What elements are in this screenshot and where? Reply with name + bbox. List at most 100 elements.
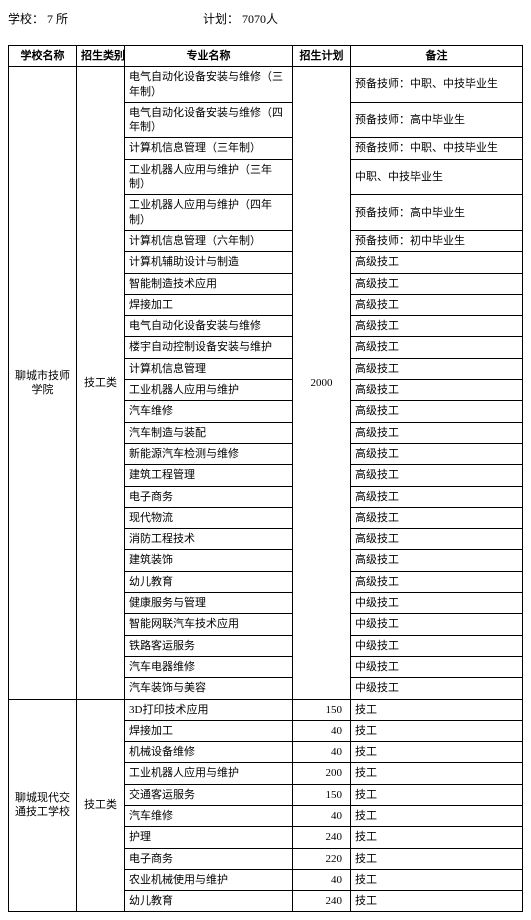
summary-header: 学校： 7 所 计划： 7070人 [8, 10, 523, 27]
cell-major: 电子商务 [125, 486, 293, 507]
cell-major: 汽车制造与装配 [125, 422, 293, 443]
cell-major: 工业机器人应用与维护 [125, 763, 293, 784]
cell-note: 技工 [351, 848, 523, 869]
cell-note: 中级技工 [351, 635, 523, 656]
cell-plan: 2000 [293, 67, 351, 699]
cell-note: 高级技工 [351, 252, 523, 273]
cell-major: 健康服务与管理 [125, 593, 293, 614]
cell-category: 技工类 [77, 67, 125, 699]
cell-note: 高级技工 [351, 422, 523, 443]
cell-plan: 150 [293, 784, 351, 805]
cell-note: 高级技工 [351, 507, 523, 528]
cell-note: 高级技工 [351, 465, 523, 486]
cell-note: 技工 [351, 805, 523, 826]
schools-value: 7 所 [47, 12, 68, 26]
cell-major: 护理 [125, 827, 293, 848]
cell-plan: 40 [293, 720, 351, 741]
cell-note: 技工 [351, 827, 523, 848]
cell-major: 工业机器人应用与维护 [125, 380, 293, 401]
cell-major: 电气自动化设备安装与维修（三年制） [125, 67, 293, 103]
cell-major: 3D打印技术应用 [125, 699, 293, 720]
cell-plan: 200 [293, 763, 351, 784]
cell-major: 铁路客运服务 [125, 635, 293, 656]
plan-summary: 计划： 7070人 [203, 10, 278, 27]
cell-major: 焊接加工 [125, 720, 293, 741]
cell-plan: 240 [293, 827, 351, 848]
schools-label: 学校： [8, 12, 44, 26]
cell-major: 楼宇自动控制设备安装与维护 [125, 337, 293, 358]
cell-major: 计算机信息管理 [125, 358, 293, 379]
cell-category: 技工类 [77, 699, 125, 912]
cell-note: 高级技工 [351, 401, 523, 422]
cell-major: 计算机信息管理（三年制） [125, 138, 293, 159]
cell-note: 技工 [351, 763, 523, 784]
cell-note: 预备技师：中职、中技毕业生 [351, 67, 523, 103]
cell-major: 智能制造技术应用 [125, 273, 293, 294]
cell-major: 幼儿教育 [125, 891, 293, 912]
cell-note: 技工 [351, 784, 523, 805]
cell-major: 建筑装饰 [125, 550, 293, 571]
col-major: 专业名称 [125, 46, 293, 67]
cell-note: 技工 [351, 869, 523, 890]
cell-major: 新能源汽车检测与维修 [125, 443, 293, 464]
cell-major: 电子商务 [125, 848, 293, 869]
cell-major: 计算机信息管理（六年制） [125, 230, 293, 251]
enrollment-table: 学校名称 招生类别 专业名称 招生计划 备注 聊城市技师学院技工类电气自动化设备… [8, 45, 523, 912]
cell-plan: 40 [293, 742, 351, 763]
cell-note: 预备技师：高中毕业生 [351, 102, 523, 138]
cell-major: 汽车装饰与美容 [125, 678, 293, 699]
cell-note: 高级技工 [351, 273, 523, 294]
cell-plan: 220 [293, 848, 351, 869]
cell-school: 聊城市技师学院 [9, 67, 77, 699]
cell-note: 技工 [351, 720, 523, 741]
cell-major: 汽车维修 [125, 401, 293, 422]
cell-note: 技工 [351, 891, 523, 912]
cell-note: 高级技工 [351, 316, 523, 337]
cell-major: 交通客运服务 [125, 784, 293, 805]
plan-value: 7070人 [242, 12, 278, 26]
cell-note: 技工 [351, 742, 523, 763]
plan-label: 计划： [203, 12, 239, 26]
cell-major: 现代物流 [125, 507, 293, 528]
cell-note: 高级技工 [351, 358, 523, 379]
cell-note: 预备技师：高中毕业生 [351, 195, 523, 231]
cell-major: 焊接加工 [125, 294, 293, 315]
cell-note: 高级技工 [351, 571, 523, 592]
cell-major: 幼儿教育 [125, 571, 293, 592]
cell-major: 工业机器人应用与维护（三年制） [125, 159, 293, 195]
cell-note: 中级技工 [351, 614, 523, 635]
cell-plan: 150 [293, 699, 351, 720]
cell-major: 工业机器人应用与维护（四年制） [125, 195, 293, 231]
cell-major: 建筑工程管理 [125, 465, 293, 486]
cell-note: 中级技工 [351, 593, 523, 614]
cell-major: 农业机械使用与维护 [125, 869, 293, 890]
col-note: 备注 [351, 46, 523, 67]
cell-note: 高级技工 [351, 550, 523, 571]
cell-note: 高级技工 [351, 380, 523, 401]
cell-major: 计算机辅助设计与制造 [125, 252, 293, 273]
table-row: 聊城现代交通技工学校技工类3D打印技术应用150技工 [9, 699, 523, 720]
table-header-row: 学校名称 招生类别 专业名称 招生计划 备注 [9, 46, 523, 67]
cell-note: 预备技师：中职、中技毕业生 [351, 138, 523, 159]
cell-note: 中级技工 [351, 678, 523, 699]
col-plan: 招生计划 [293, 46, 351, 67]
cell-note: 高级技工 [351, 294, 523, 315]
cell-major: 电气自动化设备安装与维修（四年制） [125, 102, 293, 138]
cell-major: 电气自动化设备安装与维修 [125, 316, 293, 337]
cell-note: 高级技工 [351, 337, 523, 358]
cell-plan: 240 [293, 891, 351, 912]
cell-major: 机械设备维修 [125, 742, 293, 763]
cell-note: 高级技工 [351, 529, 523, 550]
cell-major: 智能网联汽车技术应用 [125, 614, 293, 635]
col-school: 学校名称 [9, 46, 77, 67]
cell-major: 消防工程技术 [125, 529, 293, 550]
cell-plan: 40 [293, 805, 351, 826]
cell-note: 高级技工 [351, 486, 523, 507]
cell-major: 汽车电器维修 [125, 656, 293, 677]
cell-note: 技工 [351, 699, 523, 720]
table-row: 聊城市技师学院技工类电气自动化设备安装与维修（三年制）2000预备技师：中职、中… [9, 67, 523, 103]
cell-plan: 40 [293, 869, 351, 890]
cell-note: 中级技工 [351, 656, 523, 677]
schools-summary: 学校： 7 所 [8, 10, 203, 27]
cell-note: 高级技工 [351, 443, 523, 464]
